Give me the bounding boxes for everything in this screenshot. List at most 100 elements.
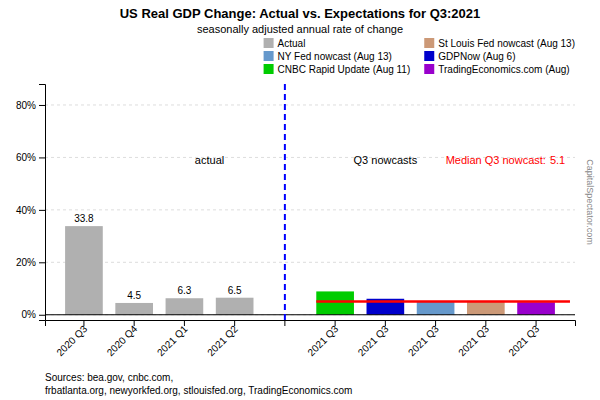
watermark: CapitalSpectator.com — [585, 159, 595, 245]
chart: US Real GDP Change: Actual vs. Expectati… — [0, 0, 600, 400]
data-label: 6.3 — [177, 285, 191, 296]
legend-label: TradingEconomics.com (Aug) — [438, 64, 569, 75]
legend-label: CNBC Rapid Update (Aug 11) — [278, 64, 411, 75]
y-tick-label: 20% — [16, 257, 36, 268]
x-tick-label: 2021 Q3 — [306, 323, 341, 358]
x-tick-mark — [536, 320, 537, 326]
y-tick-mark — [39, 210, 45, 211]
legend-swatch — [264, 64, 274, 74]
y-tick: 0% — [22, 309, 45, 320]
y-tick-label: 80% — [16, 100, 36, 111]
source-note: Sources: bea.gov, cnbc.com, — [45, 372, 173, 383]
grid-line — [45, 314, 575, 315]
data-label: 4.5 — [127, 290, 141, 301]
y-tick-label: 60% — [16, 152, 36, 163]
x-axis-line — [46, 321, 576, 327]
x-tick-label: 2021 Q2 — [205, 323, 240, 358]
y-tick-mark — [39, 105, 45, 106]
x-tick — [284, 320, 285, 326]
marks — [45, 84, 575, 320]
bar — [65, 226, 103, 315]
title: US Real GDP Change: Actual vs. Expectati… — [120, 6, 481, 21]
x-tick: 2020 Q4 — [105, 320, 140, 358]
y-tick: 80% — [16, 100, 45, 111]
legend-label: GDPNow (Aug 6) — [438, 51, 515, 62]
median-value: 5.1 — [550, 154, 565, 166]
median-line — [316, 300, 570, 303]
x-tick-label: 2021 Q3 — [406, 323, 441, 358]
plot-area: 0% 20% 40% 60% 80% 2020 Q3 2020 Q4 2021 Q1 2021 … — [16, 84, 576, 358]
legend-swatch — [264, 51, 274, 61]
y-tick-mark — [39, 262, 45, 263]
x-tick: 2021 Q1 — [155, 320, 190, 358]
bar — [115, 303, 153, 315]
y-axis: 0% 20% 40% 60% 80% — [16, 85, 46, 321]
y-tick: 20% — [16, 257, 45, 268]
y-axis-line — [39, 85, 46, 321]
x-tick-label: 2021 Q3 — [506, 323, 541, 358]
legend-item: GDPNow (Aug 6) — [424, 51, 515, 62]
grid-line — [45, 209, 575, 210]
legend-item: NY Fed nowcast (Aug 13) — [264, 51, 392, 62]
annotation: Q3 nowcasts — [354, 154, 418, 166]
x-tick: 2021 Q3 — [306, 320, 341, 358]
divider — [284, 84, 286, 320]
annotations: actualQ3 nowcastsMedian Q3 nowcast:5.1 — [195, 154, 565, 166]
x-tick-mark — [385, 320, 386, 326]
grid-line — [45, 262, 575, 263]
legend-swatch — [264, 38, 274, 48]
x-tick-mark — [435, 320, 436, 326]
baseline — [45, 314, 575, 315]
legend-item: TradingEconomics.com (Aug) — [424, 64, 569, 75]
x-tick: 2021 Q3 — [506, 320, 541, 358]
x-tick-mark — [134, 320, 135, 326]
grid — [45, 105, 575, 315]
y-tick: 60% — [16, 152, 45, 163]
x-tick: 2021 Q2 — [205, 320, 240, 358]
median-label: Median Q3 nowcast: — [446, 154, 546, 166]
x-tick: 2020 Q3 — [54, 320, 89, 358]
y-tick-mark — [39, 157, 45, 158]
x-tick-label: 2021 Q1 — [155, 323, 190, 358]
bar — [316, 291, 354, 314]
x-tick-mark — [83, 320, 84, 326]
legend-item: CNBC Rapid Update (Aug 11) — [264, 64, 411, 75]
x-tick: 2021 Q3 — [456, 320, 491, 358]
legend-label: Actual — [278, 38, 306, 49]
legend-swatch — [424, 38, 434, 48]
x-tick-mark — [335, 320, 336, 326]
legend-item: St Louis Fed nowcast (Aug 13) — [424, 38, 575, 49]
x-tick: 2021 Q3 — [356, 320, 391, 358]
x-axis: 2020 Q3 2020 Q4 2021 Q1 2021 Q2 2021 Q3 2021 … — [46, 320, 576, 358]
legend-item: Actual — [264, 38, 306, 49]
source-note: frbatlanta.org, newyorkfed.org, stlouisf… — [45, 385, 352, 396]
x-tick-mark — [485, 320, 486, 326]
subtitle: seasonally adjusted annual rate of chang… — [197, 23, 403, 35]
data-labels: 33.8 4.5 6.3 6.5 — [74, 213, 242, 301]
y-tick-mark — [39, 315, 45, 316]
bar — [216, 298, 254, 315]
y-tick-label: 0% — [22, 309, 37, 320]
bar — [166, 298, 204, 315]
x-tick-label: 2020 Q4 — [105, 323, 140, 358]
y-tick: 40% — [16, 205, 45, 216]
x-tick-label: 2021 Q3 — [356, 323, 391, 358]
data-label: 33.8 — [74, 213, 94, 224]
bar — [517, 302, 555, 315]
x-tick-label: 2020 Q3 — [54, 323, 89, 358]
legend-swatch — [424, 51, 434, 61]
legend: Actual NY Fed nowcast (Aug 13) CNBC Rapid … — [264, 38, 575, 75]
x-tick-mark — [284, 320, 285, 326]
grid-line — [45, 104, 575, 105]
x-tick-mark — [234, 320, 235, 326]
x-tick-label: 2021 Q3 — [456, 323, 491, 358]
legend-label: St Louis Fed nowcast (Aug 13) — [438, 38, 575, 49]
y-tick-label: 40% — [16, 205, 36, 216]
data-label: 6.5 — [228, 285, 242, 296]
bar — [417, 302, 455, 315]
x-tick: 2021 Q3 — [406, 320, 441, 358]
legend-label: NY Fed nowcast (Aug 13) — [278, 51, 392, 62]
legend-swatch — [424, 64, 434, 74]
bar — [467, 301, 505, 315]
x-tick-mark — [184, 320, 185, 326]
